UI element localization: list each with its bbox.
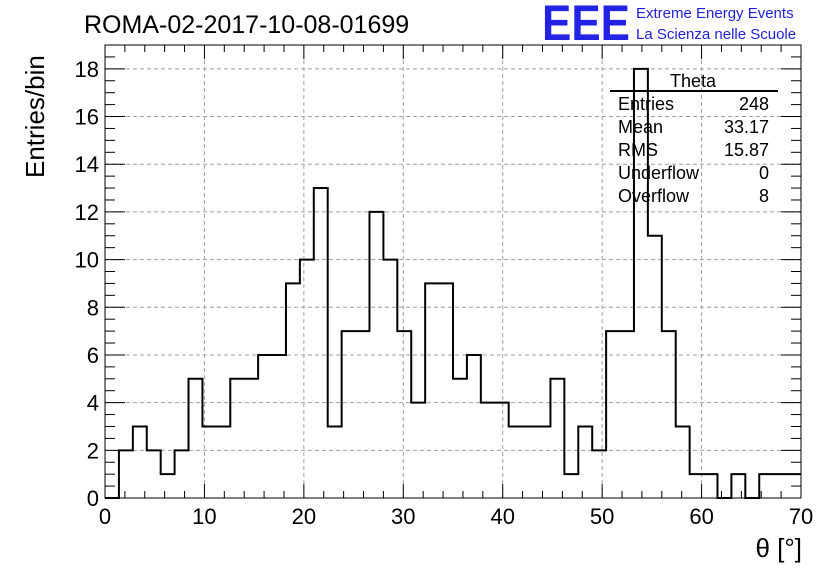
eee-logo-mark: EEE [542,0,630,51]
x-tick-labels: 0 10 20 30 40 50 60 70 [99,504,813,529]
run-title: ROMA-02-2017-10-08-01699 [84,11,409,39]
grid [105,45,801,498]
y-tick-label: 4 [87,391,99,416]
logo-line-2: La Scienza nelle Scuole [636,26,796,43]
stats-label: Overflow [618,186,690,206]
x-tick-label: 50 [590,504,614,529]
logo-line-1: Extreme Energy Events [636,5,794,22]
x-tick-label: 0 [99,504,111,529]
y-tick-label: 2 [87,438,99,463]
stats-label: Underflow [618,163,700,183]
x-tick-label: 20 [292,504,316,529]
x-tick-label: 70 [789,504,813,529]
eee-logo: EEE Extreme Energy Events La Scienza nel… [542,0,796,51]
y-tick-label: 6 [87,343,99,368]
y-tick-label: 0 [87,486,99,511]
stats-label: Entries [618,94,674,114]
stats-box: Theta Entries 248 Mean 33.17 RMS 15.87 Underfl… [610,71,778,206]
stats-value: 15.87 [724,140,769,160]
stats-label: RMS [618,140,658,160]
plot-frame [104,44,802,499]
stats-rows: Entries 248 Mean 33.17 RMS 15.87 Underflow 0 Ove… [618,94,769,206]
y-tick-label: 10 [75,248,99,273]
y-tick-label: 16 [75,105,99,130]
y-tick-label: 14 [75,152,99,177]
y-tick-label: 12 [75,200,99,225]
stats-value: 8 [759,186,769,206]
x-tick-label: 60 [689,504,713,529]
x-tick-label: 40 [490,504,514,529]
y-tick-label: 8 [87,295,99,320]
stats-title: Theta [670,71,717,91]
stats-value: 248 [739,94,769,114]
x-tick-label: 30 [391,504,415,529]
y-axis-label: Entries/bin [20,55,50,178]
stats-label: Mean [618,117,663,137]
y-tick-label: 18 [75,57,99,82]
y-tick-labels: 0 2 4 6 8 10 12 14 16 18 [75,57,99,511]
histogram-series [105,67,801,499]
x-axis-label: θ [°] [755,533,802,563]
axis-ticks [104,45,802,499]
stats-value: 0 [759,163,769,183]
x-tick-label: 10 [192,504,216,529]
stats-value: 33.17 [724,117,769,137]
